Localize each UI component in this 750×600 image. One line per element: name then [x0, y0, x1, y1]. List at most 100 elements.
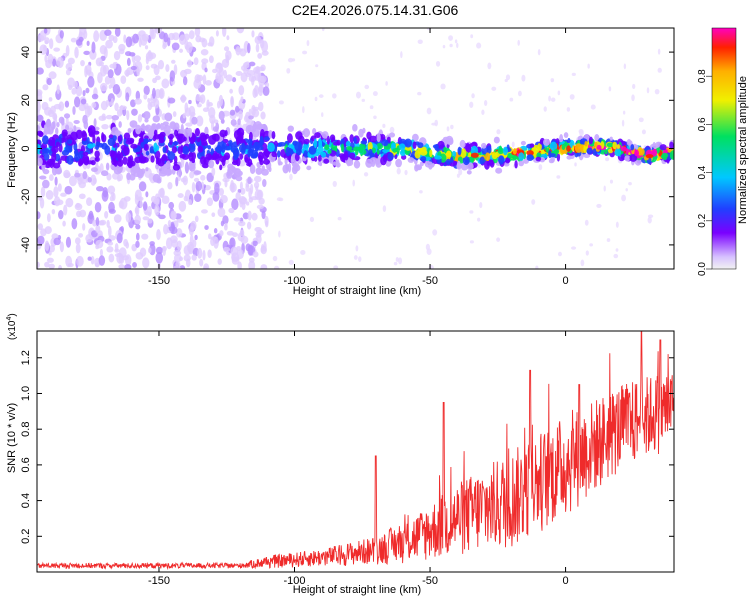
spectrogram-band-blob: [497, 147, 504, 155]
spectrogram-noise-blob: [74, 96, 81, 108]
spectrogram-band-blob: [201, 163, 209, 169]
spectrogram-band-blob: [355, 148, 359, 156]
spectrogram-noise-blob: [108, 34, 115, 41]
spectrogram-band-blob: [122, 156, 128, 165]
spectrogram-band-blob: [303, 138, 310, 145]
spectrogram-noise-blob: [108, 225, 112, 238]
spectrogram-noise-blob: [434, 119, 439, 127]
spectrogram-band-blob: [127, 128, 132, 134]
spectrogram-band-blob: [529, 143, 535, 148]
spectrogram-noise-blob: [58, 101, 65, 112]
spectrogram-band-blob: [105, 162, 110, 171]
spectrogram-noise-blob: [53, 186, 59, 198]
spectrogram-band-blob: [75, 129, 83, 140]
spectrogram-noise-blob: [124, 264, 132, 269]
spectrogram-panel: -150 -100 -50 0 -40 -20 0 20 40 Height of strai…: [6, 27, 675, 297]
spectrogram-band-blob: [111, 158, 117, 166]
spectrogram-noise-blob: [218, 188, 225, 196]
spectrogram-band-blob: [411, 133, 419, 142]
spectrogram-noise-blob: [123, 34, 127, 44]
spectrogram-noise-blob: [309, 216, 315, 223]
spectrogram-noise-blob: [628, 181, 632, 186]
spectrogram-noise-blob: [638, 117, 644, 123]
spectrogram-noise-blob: [251, 30, 255, 38]
spectrogram-noise-blob: [120, 75, 127, 84]
spectrogram-noise-blob: [102, 187, 109, 198]
spectrogram-noise-blob: [641, 129, 646, 135]
spectrogram-band-blob: [358, 145, 364, 154]
spectrogram-noise-blob: [85, 234, 93, 243]
spectrogram-noise-blob: [142, 201, 148, 211]
spectrogram-band-blob: [179, 154, 186, 159]
spectrogram-band-blob: [466, 170, 472, 175]
spectrogram-band-blob: [67, 139, 73, 145]
spectrogram-noise-blob: [125, 212, 132, 223]
spectrogram-noise-blob: [190, 111, 196, 117]
spectrogram-band-blob: [108, 134, 114, 139]
spectrogram-band-blob: [343, 150, 349, 161]
spectrogram-noise-blob: [230, 246, 239, 257]
spectrogram-noise-blob: [615, 221, 619, 228]
spectrogram-band-blob: [111, 114, 120, 121]
snr-y-ticks: 0.2 0.4 0.6 0.8 1.0 1.2: [20, 350, 674, 544]
spectrogram-noise-blob: [194, 193, 202, 202]
x-tick-label: 0: [563, 575, 569, 587]
spectrogram-noise-blob: [448, 35, 454, 41]
spectrogram-noise-blob: [179, 34, 187, 45]
spectrogram-noise-blob: [238, 85, 245, 96]
spectrogram-band-blob: [199, 132, 207, 142]
spectrogram-band-blob: [118, 121, 122, 128]
spectrogram-band-blob: [112, 134, 117, 142]
spectrogram-noise-blob: [68, 175, 77, 187]
spectrogram-noise-blob: [385, 81, 388, 86]
spectrogram-noise-blob: [154, 193, 160, 206]
spectrogram-noise-blob: [180, 69, 188, 78]
spectrogram-noise-blob: [426, 107, 432, 115]
spectrogram-noise-blob: [40, 228, 47, 237]
spectrogram-noise-blob: [56, 56, 64, 69]
spectrogram-noise-blob: [587, 63, 590, 69]
spectrogram-noise-blob: [622, 110, 626, 115]
spectrogram-noise-blob: [82, 223, 86, 231]
spectrogram-noise-blob: [229, 109, 236, 116]
y-tick-label: 0.4: [20, 493, 32, 508]
spectrogram-band-blob: [495, 167, 503, 174]
spectrogram-noise-blob: [454, 39, 458, 44]
spectrogram-band-blob: [276, 150, 281, 158]
spectrogram-noise-blob: [112, 84, 121, 95]
spectrogram-noise-blob: [65, 62, 73, 71]
spectrogram-band-blob: [399, 149, 406, 157]
spectrogram-noise-blob: [535, 265, 539, 269]
spectrogram-band-blob: [253, 152, 259, 157]
spectrogram-noise-blob: [65, 197, 74, 208]
spectrogram-noise-blob: [87, 76, 95, 88]
spectrogram-band-blob: [73, 119, 80, 124]
spectrogram-band-blob: [470, 152, 479, 158]
y-tick-label: -20: [20, 189, 32, 205]
spectrogram-noise-blob: [585, 250, 589, 256]
spectrogram-noise-blob: [476, 42, 482, 49]
spectrogram-noise-blob: [188, 199, 192, 206]
spectrogram-band-blob: [326, 135, 330, 146]
spectrogram-noise-blob: [201, 209, 208, 214]
spectrogram-noise-blob: [229, 88, 233, 94]
spectrogram-noise-blob: [112, 172, 120, 180]
spectrogram-noise-blob: [78, 193, 86, 200]
spectrogram-noise-blob: [145, 51, 154, 62]
spectrogram-noise-blob: [606, 238, 611, 242]
spectrogram-noise-blob: [194, 234, 198, 241]
spectrogram-noise-blob: [211, 167, 216, 177]
spectrogram-noise-blob: [196, 103, 202, 108]
spectrogram-noise-blob: [185, 258, 191, 268]
spectrogram-band-blob: [537, 142, 542, 151]
spectrogram-band-blob: [159, 122, 164, 131]
spectrogram-band-blob: [437, 140, 445, 149]
spectrogram-noise-blob: [37, 235, 45, 245]
spectrogram-band-blob: [287, 125, 294, 132]
spectrogram-band-blob: [539, 139, 544, 145]
spectrogram-noise-blob: [623, 63, 627, 70]
spectrogram-band-blob: [317, 155, 322, 162]
spectrogram-noise-blob: [260, 64, 266, 72]
spectrogram-noise-blob: [251, 76, 255, 86]
spectrogram-band-blob: [586, 147, 593, 154]
